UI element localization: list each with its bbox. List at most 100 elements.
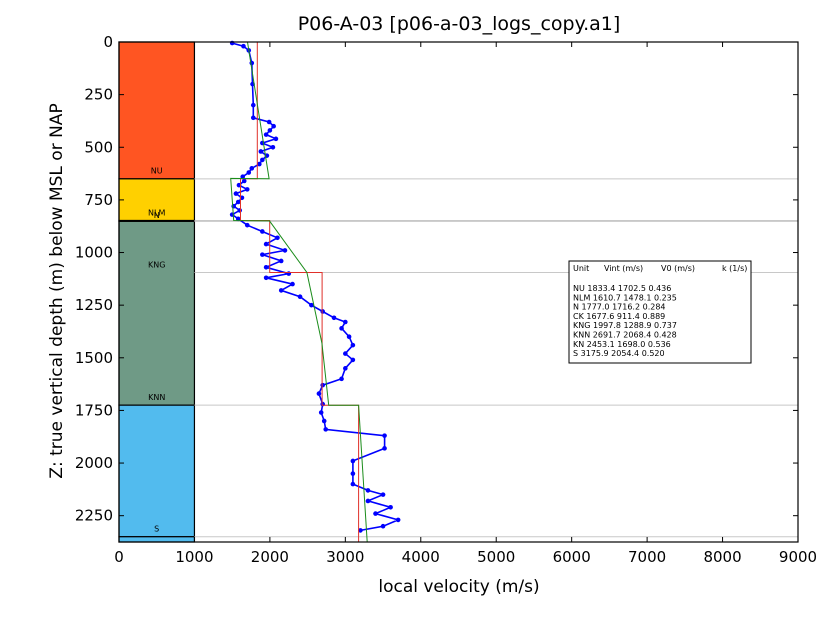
velocity-log-point <box>235 199 241 205</box>
velocity-log-point <box>373 511 378 516</box>
x-tick-label: 3000 <box>326 548 364 566</box>
velocity-log-point <box>263 264 269 270</box>
x-tick-label: 5000 <box>477 548 515 566</box>
legend-header: Vint (m/s) <box>604 264 643 273</box>
x-axis-label: local velocity (m/s) <box>378 577 539 597</box>
x-tick-label: 4000 <box>402 548 440 566</box>
legend-header: Unit <box>573 264 589 273</box>
velocity-log-point <box>282 248 288 253</box>
velocity-log-point <box>388 504 393 510</box>
unit-block <box>118 220 196 406</box>
velocity-log-point <box>257 161 262 167</box>
velocity-log-point <box>241 43 246 49</box>
velocity-log-point <box>231 203 236 209</box>
y-tick-label: 1500 <box>75 349 113 367</box>
velocity-log-point <box>318 410 324 415</box>
velocity-log-point <box>278 258 284 264</box>
x-tick-label: 2000 <box>251 548 289 566</box>
velocity-log-point <box>278 288 284 293</box>
x-tick-label: 8000 <box>703 548 741 566</box>
velocity-log-point <box>343 351 348 356</box>
velocity-log-point <box>275 235 280 241</box>
strip-label: KNG <box>148 260 165 269</box>
velocity-log-point <box>380 492 386 497</box>
velocity-log-point <box>237 208 243 213</box>
legend-row: CK 1677.6 911.4 0.889 <box>573 312 665 321</box>
plot-frame <box>118 41 799 543</box>
legend-border <box>568 260 752 364</box>
legend-row: S 3175.9 2054.4 0.520 <box>573 349 665 358</box>
unit-block <box>118 404 196 538</box>
velocity-log-point <box>350 357 356 363</box>
velocity-log-point <box>309 302 314 308</box>
y-tick-label: 750 <box>84 191 113 209</box>
x-tick-label: 0 <box>114 548 124 566</box>
x-tick-label: 1000 <box>175 548 213 566</box>
linear-model-line <box>230 41 368 543</box>
legend-header: k (1/s) <box>722 264 747 273</box>
y-tick-label: 2250 <box>75 507 113 525</box>
velocity-log-point <box>240 174 246 180</box>
velocity-log-point <box>320 309 326 314</box>
y-tick-label: 250 <box>84 86 113 104</box>
velocity-log-point <box>382 446 387 451</box>
velocity-log-point <box>267 128 273 133</box>
velocity-log-point <box>246 170 252 175</box>
unit-block <box>118 41 196 180</box>
velocity-log-point <box>320 382 326 388</box>
velocity-log-point <box>365 488 371 493</box>
velocity-log-point <box>244 187 250 192</box>
velocity-log-point <box>343 366 348 371</box>
velocity-log-point <box>350 342 356 348</box>
velocity-log-point <box>266 119 272 125</box>
velocity-log-point <box>350 458 356 464</box>
y-tick-label: 0 <box>103 33 113 51</box>
y-axis-ticks: 0 250 500 750 1000 1250 1500 1750 2000 2250 <box>75 33 798 525</box>
velocity-log-point <box>249 166 255 171</box>
strip-label: N <box>154 211 160 220</box>
velocity-log-point <box>286 271 292 276</box>
velocity-log-point <box>270 144 276 150</box>
velocity-log-point <box>331 315 337 321</box>
velocity-log-point <box>263 132 269 137</box>
velocity-log-point <box>395 517 401 523</box>
velocity-log-point <box>297 294 303 300</box>
velocity-log-point <box>263 241 269 247</box>
legend-header: V0 (m/s) <box>661 264 695 273</box>
model-lines <box>230 41 368 543</box>
velocity-log-point <box>250 102 256 108</box>
velocity-log-point <box>323 427 329 432</box>
velocity-log-point <box>244 222 250 228</box>
x-axis-ticks: 0 1000 2000 3000 4000 5000 6000 7000 8000 9000 <box>114 42 817 566</box>
y-tick-label: 1750 <box>75 401 113 419</box>
y-tick-label: 500 <box>84 138 113 156</box>
plot-border <box>118 41 799 543</box>
velocity-log-point <box>358 528 363 533</box>
velocity-log-point <box>258 149 264 154</box>
velocity-log-point <box>343 319 348 325</box>
legend-row: KN 2453.1 1698.0 0.536 <box>573 340 671 349</box>
velocity-log-point <box>273 136 279 142</box>
y-tick-label: 2000 <box>75 454 113 472</box>
velocity-log-point <box>260 252 265 257</box>
legend-box: Unit Vint (m/s) V0 (m/s) k (1/s) NU 1833.4 1… <box>568 260 752 364</box>
velocity-log-point <box>339 326 344 331</box>
velocity-log-point <box>380 523 386 529</box>
velocity-log-point <box>250 115 256 121</box>
legend-row: N 1777.0 1716.2 0.284 <box>573 303 666 312</box>
velocity-log-point <box>365 498 371 504</box>
velocity-log-point <box>260 157 265 163</box>
velocity-log-point <box>233 191 239 196</box>
strip-label: NLM <box>148 209 165 218</box>
velocity-log-point <box>339 376 344 382</box>
x-tick-label: 6000 <box>553 548 591 566</box>
velocity-log-point <box>241 178 247 184</box>
velocity-log-point <box>346 334 352 340</box>
velocity-log-point <box>260 229 265 234</box>
y-axis-label: Z: true vertical depth (m) below MSL or … <box>47 103 67 478</box>
velocity-log-point <box>290 281 295 287</box>
velocity-log <box>229 40 401 533</box>
strip-label: NU <box>151 167 163 176</box>
